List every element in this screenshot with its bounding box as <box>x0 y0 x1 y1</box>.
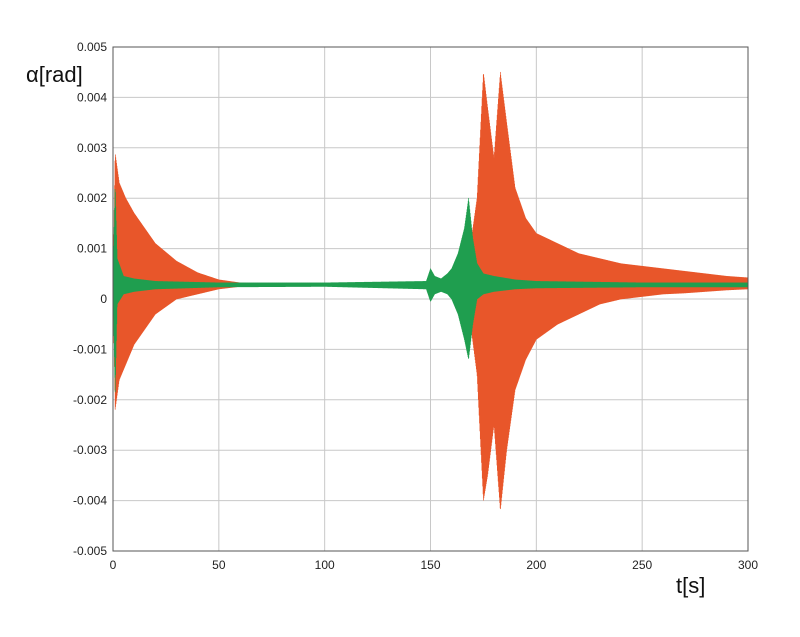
x-tick-label: 200 <box>526 558 546 572</box>
y-tick-label: 0.004 <box>77 90 107 104</box>
y-tick-label: -0.005 <box>73 544 107 558</box>
x-tick-label: 0 <box>110 558 117 572</box>
x-tick-label: 300 <box>738 558 758 572</box>
x-tick-label: 250 <box>632 558 652 572</box>
y-axis-label: α[rad] <box>26 62 83 87</box>
y-tick-label: -0.002 <box>73 393 107 407</box>
tick-labels: 0 50 100 150 200 250 300 -0.005 -0.004 -0.003 -0.0… <box>73 40 758 572</box>
series-layer <box>112 71 749 510</box>
y-tick-label: 0.002 <box>77 191 107 205</box>
x-axis-label: t[s] <box>676 573 705 598</box>
x-tick-label: 100 <box>315 558 335 572</box>
x-tick-label: 50 <box>212 558 226 572</box>
series-line-2 <box>112 189 749 393</box>
y-tick-label: -0.003 <box>73 443 107 457</box>
y-tick-label: 0 <box>100 292 107 306</box>
x-tick-label: 150 <box>420 558 440 572</box>
y-tick-label: 0.001 <box>77 242 107 256</box>
y-tick-label: -0.001 <box>73 342 107 356</box>
y-tick-label: 0.003 <box>77 141 107 155</box>
y-tick-label: 0.005 <box>77 40 107 54</box>
y-tick-label: -0.004 <box>73 494 107 508</box>
plot-frame <box>112 46 749 552</box>
